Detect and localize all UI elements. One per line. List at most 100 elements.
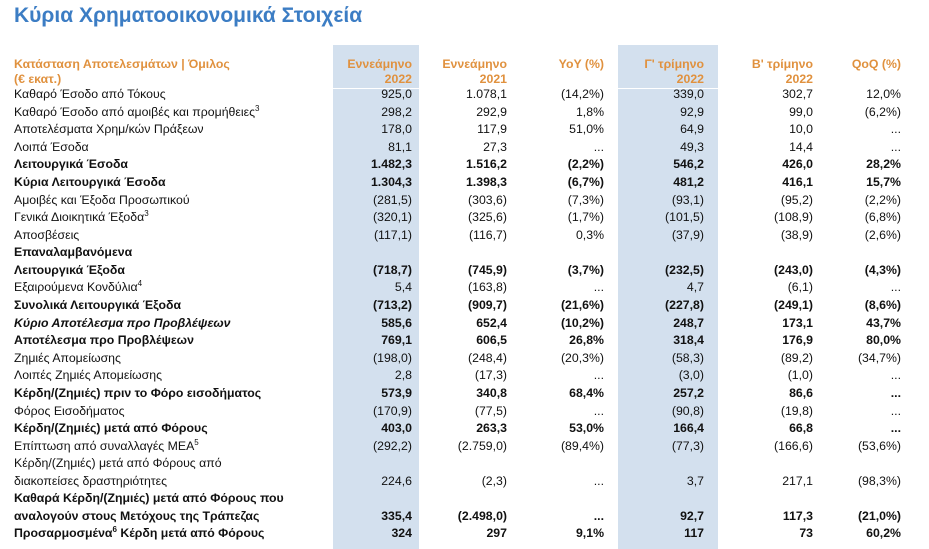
cell-value: 1.516,2 bbox=[465, 157, 507, 172]
cell-value: (14,2%) bbox=[560, 87, 604, 101]
cell-value: 340,8 bbox=[476, 385, 507, 400]
row-label: Επαναλαμβανόμενα Λειτουργικά Έξοδα bbox=[14, 245, 133, 277]
cell-value: 263,3 bbox=[476, 421, 507, 436]
table-row: Ζημιές Απομείωσης (198,0) (248,4) (20,3%) (5… bbox=[14, 350, 908, 368]
cell-value: (292,2) bbox=[373, 438, 412, 453]
cell-value: (227,8) bbox=[665, 297, 704, 312]
cell-value: 92,9 bbox=[680, 104, 704, 119]
cell-value: (17,3) bbox=[474, 368, 507, 383]
header-yoy: YoY (%) bbox=[558, 57, 604, 71]
cell-value: 117,9 bbox=[477, 122, 507, 137]
cell-value: 403,0 bbox=[381, 421, 412, 436]
cell-value: 173,1 bbox=[782, 315, 813, 330]
table-row: Αποτέλεσμα προ Προβλέψεων 769,1 606,5 26,8%… bbox=[14, 332, 908, 350]
row-label: Αποτέλεσμα προ Προβλέψεων bbox=[14, 333, 194, 348]
cell-value: (170,9) bbox=[373, 403, 412, 418]
cell-value: 178,0 bbox=[381, 122, 412, 137]
table-row: Κέρδη/(Ζημιές) πριν το Φόρο εισοδήματος 5… bbox=[14, 385, 908, 403]
cell-value: 426,0 bbox=[782, 157, 813, 172]
cell-value: (95,2) bbox=[780, 192, 813, 207]
row-label: Ζημιές Απομείωσης bbox=[14, 350, 121, 365]
header-qoq: QoQ (%) bbox=[851, 57, 901, 71]
cell-value: 1.398,3 bbox=[465, 174, 507, 189]
row-label: Λειτουργικά Έσοδα bbox=[14, 157, 128, 172]
cell-value: 4,7 bbox=[686, 280, 704, 295]
cell-value: 28,2% bbox=[866, 157, 901, 172]
cell-value: (303,6) bbox=[468, 192, 507, 207]
row-label: Κύριο Αποτέλεσμα προ Προβλέψεων bbox=[14, 315, 231, 330]
cell-value: (19,8) bbox=[780, 403, 813, 418]
table-row: Αποσβέσεις (117,1) (116,7) 0,3% (37,9) (38,9)… bbox=[14, 227, 908, 245]
cell-value: (2,6%) bbox=[864, 227, 901, 242]
row-label: Συνολικά Λειτουργικά Έξοδα bbox=[14, 297, 182, 312]
row-label: Γενικά Διοικητικά Έξοδα3 bbox=[14, 209, 149, 225]
row-label: Κέρδη/(Ζημιές) μετά από Φόρους bbox=[14, 421, 208, 436]
cell-value: (58,3) bbox=[671, 350, 704, 365]
cell-value: 73 bbox=[799, 526, 813, 541]
cell-value: (909,7) bbox=[468, 297, 507, 312]
cell-value: 292,9 bbox=[476, 104, 507, 119]
cell-value: (243,0) bbox=[774, 262, 813, 277]
cell-value: (108,9) bbox=[774, 210, 813, 225]
cell-value: (6,7%) bbox=[567, 174, 604, 189]
page-title: Κύρια Χρηματοοικονομικά Στοιχεία bbox=[14, 4, 363, 27]
cell-value: 546,2 bbox=[673, 157, 704, 172]
row-label: Φόρος Εισοδήματος bbox=[14, 403, 125, 418]
cell-value: (7,3%) bbox=[567, 192, 604, 207]
cell-value: ... bbox=[890, 280, 901, 295]
cell-value: 66,8 bbox=[789, 421, 813, 436]
header-q3-2022: Γ' τρίμηνο 2022 bbox=[644, 57, 704, 86]
cell-value: (2,2%) bbox=[864, 192, 901, 207]
cell-value: 335,4 bbox=[381, 508, 412, 523]
cell-value: 217,1 bbox=[782, 473, 813, 488]
cell-value: (198,0) bbox=[373, 350, 412, 365]
row-label: Αποσβέσεις bbox=[14, 227, 80, 242]
cell-value: 1,8% bbox=[575, 104, 604, 119]
income-statement-table: Κατάσταση Αποτελεσμάτων | Όμιλος (€ εκατ.… bbox=[14, 57, 908, 543]
cell-value: 9,1% bbox=[575, 526, 604, 541]
cell-value: 176,9 bbox=[782, 333, 813, 348]
table-row: Λειτουργικά Έσοδα 1.482,3 1.516,2 (2,2%) 546… bbox=[14, 156, 908, 174]
cell-value: (2.759,0) bbox=[457, 438, 507, 453]
cell-value: 248,7 bbox=[673, 315, 704, 330]
cell-value: 92,7 bbox=[680, 508, 704, 523]
table-row: Κέρδη/(Ζημιές) μετά από Φόρους από διακοπ… bbox=[14, 455, 908, 490]
cell-value: 49,3 bbox=[680, 139, 704, 154]
cell-value: 27,3 bbox=[483, 139, 507, 154]
cell-value: 99,0 bbox=[789, 104, 813, 119]
cell-value: 51,0% bbox=[569, 122, 604, 137]
table-row: Κύρια Λειτουργικά Έσοδα 1.304,3 1.398,3 (6,… bbox=[14, 174, 908, 192]
cell-value: ... bbox=[890, 403, 901, 418]
cell-value: 769,1 bbox=[381, 333, 412, 348]
cell-value: 5,4 bbox=[394, 280, 412, 295]
cell-value: 10,0 bbox=[789, 122, 813, 137]
header-q2-2022: Β' τρίμηνο 2022 bbox=[751, 57, 813, 86]
table-row: Γενικά Διοικητικά Έξοδα3 (320,1) (325,6) (1… bbox=[14, 209, 908, 227]
cell-value: 15,7% bbox=[866, 174, 901, 189]
cell-value: (2,3) bbox=[481, 473, 507, 488]
row-label: Λοιπά Έσοδα bbox=[14, 139, 89, 154]
table-row: Συνολικά Λειτουργικά Έξοδα (713,2) (909,7)… bbox=[14, 297, 908, 315]
cell-value: ... bbox=[593, 139, 604, 154]
cell-value: 585,6 bbox=[381, 315, 412, 330]
row-label: Κέρδη/(Ζημιές) πριν το Φόρο εισοδήματος bbox=[14, 385, 262, 400]
cell-value: (10,2%) bbox=[560, 315, 604, 330]
cell-value: (6,1) bbox=[787, 280, 813, 295]
cell-value: (4,3%) bbox=[864, 262, 901, 277]
row-label: Εξαιρούμενα Κονδύλια4 bbox=[14, 279, 143, 295]
cell-value: (101,5) bbox=[665, 210, 704, 225]
row-label: Κέρδη/(Ζημιές) μετά από Φόρους από διακοπ… bbox=[14, 456, 222, 488]
cell-value: 2,8 bbox=[394, 368, 412, 383]
cell-value: (2,2%) bbox=[567, 157, 604, 172]
cell-value: 43,7% bbox=[866, 315, 901, 330]
cell-value: 81,1 bbox=[388, 139, 412, 154]
cell-value: ... bbox=[593, 368, 604, 383]
cell-value: 80,0% bbox=[866, 333, 901, 348]
cell-value: 224,6 bbox=[381, 473, 412, 488]
cell-value: (38,9) bbox=[780, 227, 813, 242]
cell-value: 166,4 bbox=[673, 421, 704, 436]
cell-value: 53,0% bbox=[569, 421, 604, 436]
cell-value: 60,2% bbox=[866, 526, 901, 541]
header-9m-2022: Εννεάμηνο 2022 bbox=[347, 57, 412, 86]
cell-value: (89,2) bbox=[780, 350, 813, 365]
